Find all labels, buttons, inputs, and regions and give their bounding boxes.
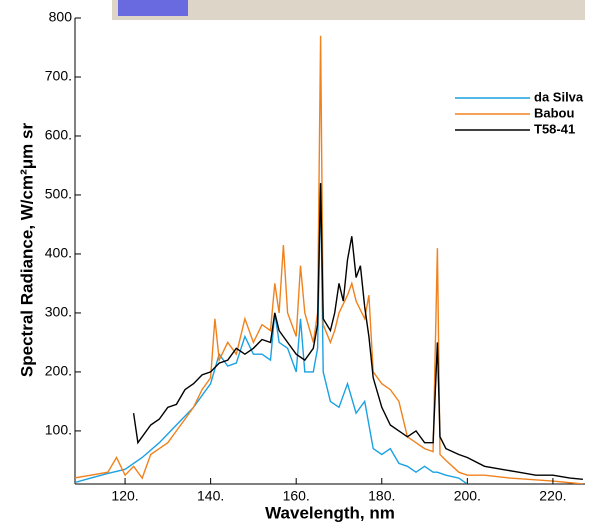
y-tick-label: 700. [45, 68, 72, 84]
x-tick-label: 160. [283, 488, 310, 504]
y-tick-label: 300. [45, 304, 72, 320]
y-tick-label: 400. [45, 245, 72, 261]
y-axis-title: Spectral Radiance, W/cm²μm sr [17, 123, 36, 378]
x-tick-label: 120. [111, 488, 138, 504]
x-tick-label: 180. [368, 488, 395, 504]
inset-object [118, 0, 188, 16]
y-tick-label: 600. [45, 127, 72, 143]
plot-area [75, 35, 583, 484]
y-tick-label: 500. [45, 186, 72, 202]
inset-image [112, 0, 585, 20]
legend-label: da Silva [534, 89, 584, 104]
series-line [75, 35, 583, 484]
y-tick-label: 800 [49, 9, 73, 25]
x-tick-label: 220. [539, 488, 566, 504]
x-axis-title: Wavelength, nm [265, 503, 395, 522]
y-tick-label: 200. [45, 363, 72, 379]
x-tick-label: 200. [454, 488, 481, 504]
legend-label: T58-41 [534, 121, 575, 136]
series-line [132, 183, 583, 480]
series-line [75, 183, 468, 484]
y-tick-label: 100. [45, 422, 72, 438]
legend-label: Babou [534, 105, 575, 120]
x-tick-label: 140. [197, 488, 224, 504]
